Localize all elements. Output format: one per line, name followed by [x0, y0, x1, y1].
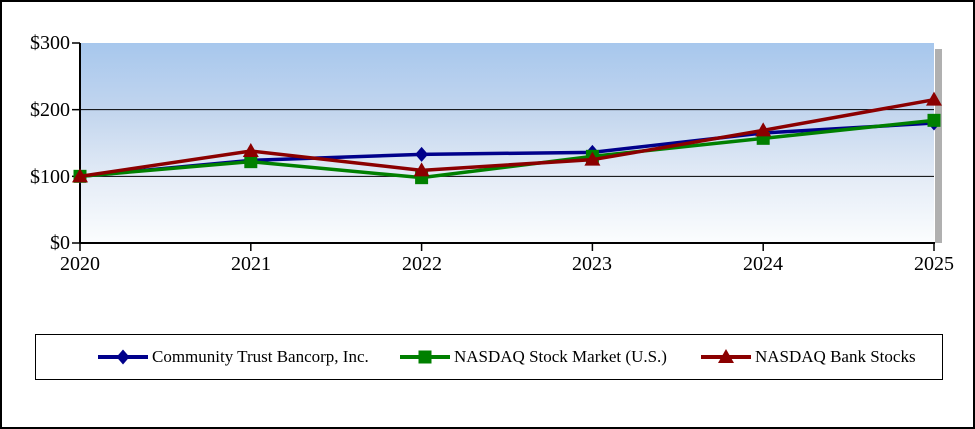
- plot-svg: [72, 42, 942, 251]
- legend-box: Community Trust Bancorp, Inc. NASDAQ Sto…: [35, 334, 943, 380]
- x-axis-tick-label: 2022: [402, 253, 442, 275]
- legend-label: NASDAQ Bank Stocks: [755, 347, 916, 366]
- legend-label: NASDAQ Stock Market (U.S.): [454, 347, 667, 366]
- y-axis-tick-label: $0: [50, 232, 70, 254]
- legend-swatch-triangle-icon: [701, 349, 751, 363]
- y-axis-tick-label: $100: [30, 166, 70, 188]
- legend-label: Community Trust Bancorp, Inc.: [152, 347, 369, 366]
- x-axis-tick-label: 2020: [60, 253, 100, 275]
- y-axis-tick-label: $200: [30, 99, 70, 121]
- legend-item-nasdaq-bank-stocks: NASDAQ Bank Stocks: [701, 335, 916, 379]
- legend-item-community-trust-bancorp: Community Trust Bancorp, Inc.: [98, 335, 369, 379]
- plot-area-shadow: [935, 49, 942, 243]
- y-axis-tick-label: $300: [30, 32, 70, 54]
- legend-swatch-square-icon: [400, 350, 450, 364]
- legend-swatch-diamond-icon: [98, 349, 148, 365]
- x-axis-tick-label: 2024: [743, 253, 783, 275]
- x-axis-tick-label: 2023: [572, 253, 612, 275]
- x-axis-tick-label: 2021: [231, 253, 271, 275]
- x-axis-tick-label: 2025: [914, 253, 954, 275]
- legend-item-nasdaq-stock-market: NASDAQ Stock Market (U.S.): [400, 335, 667, 379]
- plot-area-background: [80, 43, 934, 243]
